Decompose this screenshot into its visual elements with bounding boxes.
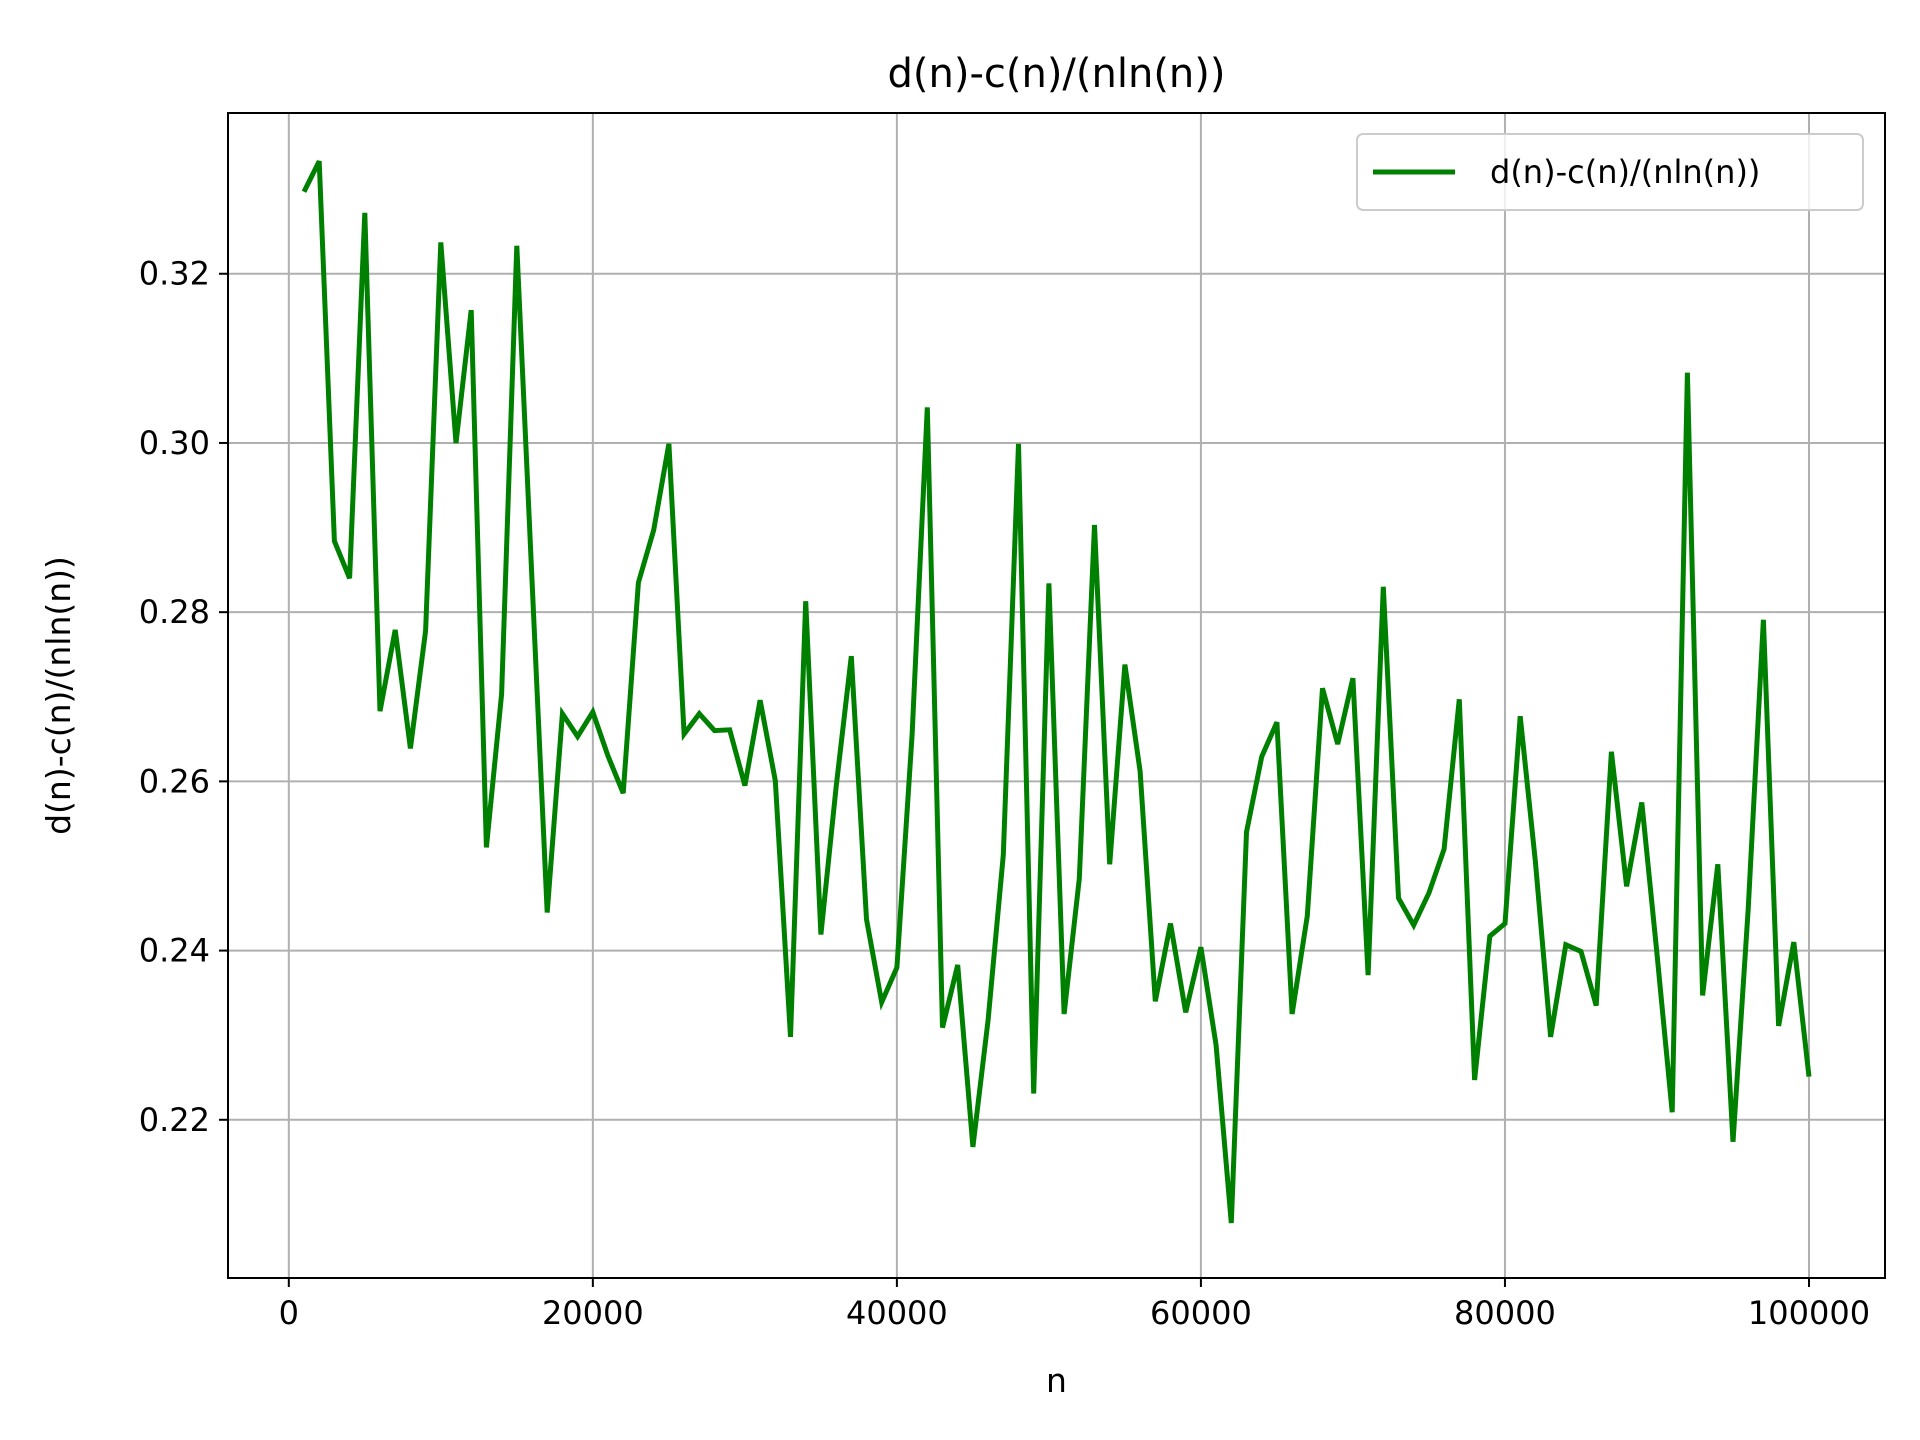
x-tick-label: 0 bbox=[279, 1294, 299, 1332]
x-tick-label: 40000 bbox=[846, 1294, 948, 1332]
legend-label: d(n)-c(n)/(nln(n)) bbox=[1490, 153, 1760, 191]
y-tick-label: 0.32 bbox=[139, 255, 210, 293]
x-axis-title: n bbox=[1046, 1361, 1067, 1400]
y-tick-label: 0.26 bbox=[139, 762, 210, 800]
y-tick-label: 0.28 bbox=[139, 593, 210, 631]
x-tick-label: 20000 bbox=[542, 1294, 644, 1332]
y-tick-label: 0.30 bbox=[139, 424, 210, 462]
y-tick-label: 0.22 bbox=[139, 1101, 210, 1139]
x-tick-label: 60000 bbox=[1150, 1294, 1252, 1332]
series-layer bbox=[301, 160, 1812, 1224]
chart-title: d(n)-c(n)/(nln(n)) bbox=[887, 51, 1225, 97]
x-tick-label: 80000 bbox=[1454, 1294, 1556, 1332]
plot-frame bbox=[227, 112, 1886, 1279]
x-tick-label: 100000 bbox=[1748, 1294, 1870, 1332]
y-axis-title: d(n)-c(n)/(nln(n)) bbox=[39, 556, 78, 835]
y-tick-label: 0.24 bbox=[139, 932, 210, 970]
legend-box bbox=[1356, 133, 1864, 211]
ticks: 0 20000 40000 60000 80000 100000 0.22 0.24 0.26 0… bbox=[139, 255, 1870, 1332]
legend: d(n)-c(n)/(nln(n)) bbox=[1356, 133, 1864, 211]
grid bbox=[228, 113, 1885, 1278]
series-line bbox=[301, 160, 1812, 1224]
